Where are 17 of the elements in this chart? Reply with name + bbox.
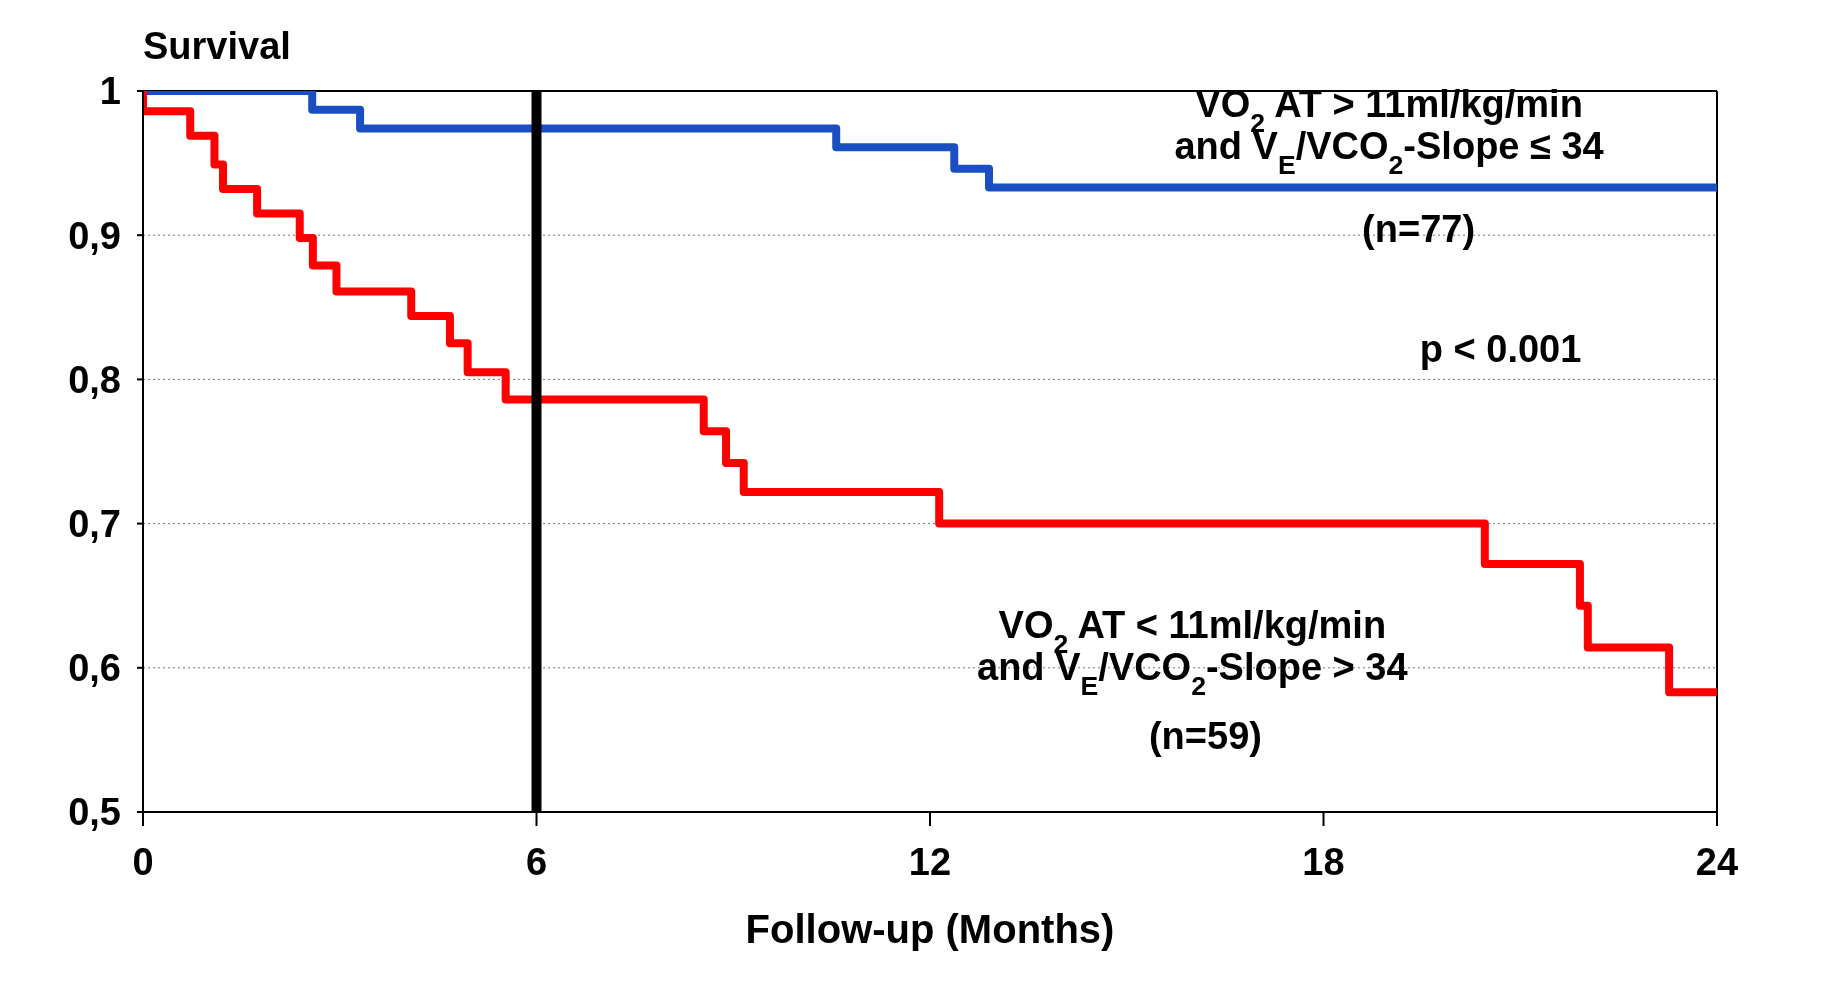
text: VO$_{2}$ AT < 11ml/kg/min and V$_{E}$/VCO$_{2}$-Slope > 34 (977, 603, 1408, 701)
y-tick-label: 1 (99, 70, 121, 113)
y-tick-label: 0,7 (68, 503, 121, 546)
y-tick-label: 0,8 (68, 358, 121, 401)
y-tick-label: 0,9 (68, 214, 121, 257)
annotation: p < 0.001 (1419, 328, 1582, 371)
x-tick-label: 6 (525, 840, 548, 883)
annotation: (n=59) (1148, 714, 1262, 757)
y-axis-title: Survival (143, 25, 291, 67)
y-tick-label: 0,6 (68, 647, 121, 690)
annotation: (n=77) (1362, 208, 1476, 251)
x-tick-label: 24 (1695, 840, 1739, 883)
y-tick-label: 0,5 (68, 791, 121, 834)
x-tick-label: 0 (132, 840, 154, 883)
x-axis-title: Follow-up (Months) (745, 907, 1115, 951)
x-tick-label: 12 (908, 840, 952, 883)
x-tick-label: 18 (1302, 840, 1345, 883)
